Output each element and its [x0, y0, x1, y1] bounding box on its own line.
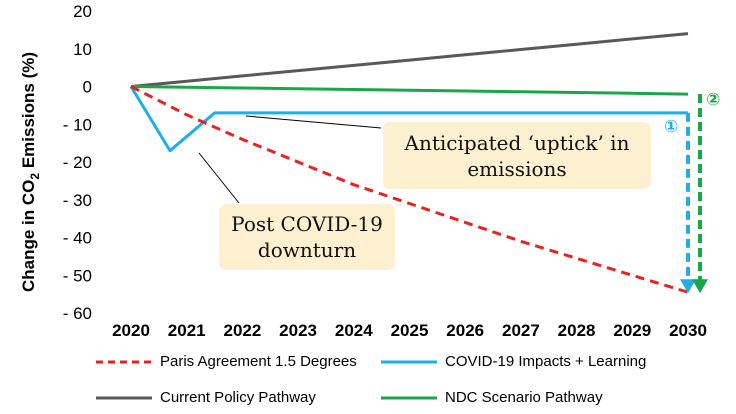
x-tick-label: 2030 — [669, 321, 707, 340]
x-tick-label: 2021 — [168, 321, 206, 340]
x-tick-label: 2020 — [112, 321, 150, 340]
x-tick-label: 2028 — [558, 321, 596, 340]
marker-2-label: ② — [706, 90, 721, 110]
legend-item-ndc: NDC Scenario Pathway — [381, 389, 603, 406]
legend-swatch-current-policy — [96, 396, 152, 399]
x-tick-label: 2025 — [391, 321, 429, 340]
legend-label-covid: COVID-19 Impacts + Learning — [445, 353, 647, 370]
series-line-paris — [130, 85, 689, 294]
series-line-ndc — [130, 85, 689, 96]
downturn-callout-line1: Post COVID-19 — [231, 212, 383, 236]
x-tick-label: 2024 — [335, 321, 373, 340]
legend-item-paris: Paris Agreement 1.5 Degrees — [96, 353, 357, 370]
y-axis-label: Change in CO2 Emissions (%) — [19, 52, 42, 292]
y-tick-label: - 10 — [63, 115, 92, 134]
downturn-callout-line2: downturn — [257, 238, 357, 262]
series-line-covid — [129, 85, 688, 153]
gap-arrow-2-head — [692, 279, 708, 294]
legend-swatch-ndc — [381, 396, 437, 399]
series-line-current-policy — [130, 32, 689, 88]
x-tick-label: 2023 — [279, 321, 317, 340]
uptick-callout-line2: emissions — [467, 156, 567, 181]
downturn-callout: Post COVID-19 downturn — [219, 204, 395, 270]
x-tick-label: 2026 — [446, 321, 484, 340]
x-tick-label: 2029 — [613, 321, 651, 340]
x-axis-ticks: 2020 2021 2022 2023 2024 2025 2026 2027 2028 2029… — [112, 321, 707, 340]
legend-swatch-paris — [96, 360, 152, 363]
uptick-pointer-line — [245, 115, 382, 129]
legend-label-current-policy: Current Policy Pathway — [160, 389, 316, 406]
x-tick-label: 2027 — [502, 321, 540, 340]
gap-arrow-1-head — [680, 279, 696, 294]
uptick-callout: Anticipated ‘uptick’ in emissions — [383, 122, 651, 189]
legend-item-current-policy: Current Policy Pathway — [96, 389, 316, 406]
y-tick-label: - 50 — [63, 266, 92, 285]
x-tick-label: 2022 — [223, 321, 261, 340]
legend-label-paris: Paris Agreement 1.5 Degrees — [160, 353, 357, 370]
legend-item-covid: COVID-19 Impacts + Learning — [381, 353, 646, 370]
series-layer — [129, 32, 689, 294]
y-tick-label: - 60 — [63, 304, 92, 323]
marker-1-label: ① — [664, 117, 679, 137]
y-tick-label: - 20 — [63, 153, 92, 172]
y-tick-label: 10 — [73, 40, 92, 59]
legend-swatch-covid — [381, 360, 437, 363]
arrow-layer — [680, 94, 708, 294]
legend-label-ndc: NDC Scenario Pathway — [445, 389, 603, 406]
y-tick-label: - 30 — [63, 191, 92, 210]
uptick-callout-line1: Anticipated ‘uptick’ in — [404, 130, 630, 155]
y-tick-label: - 40 — [63, 229, 92, 248]
y-axis-ticks: 20 10 0 - 10 - 20 - 30 - 40 - 50 - 60 — [63, 2, 92, 323]
downturn-pointer-line — [198, 152, 240, 204]
y-tick-label: 20 — [73, 2, 92, 21]
y-tick-label: 0 — [83, 78, 92, 97]
